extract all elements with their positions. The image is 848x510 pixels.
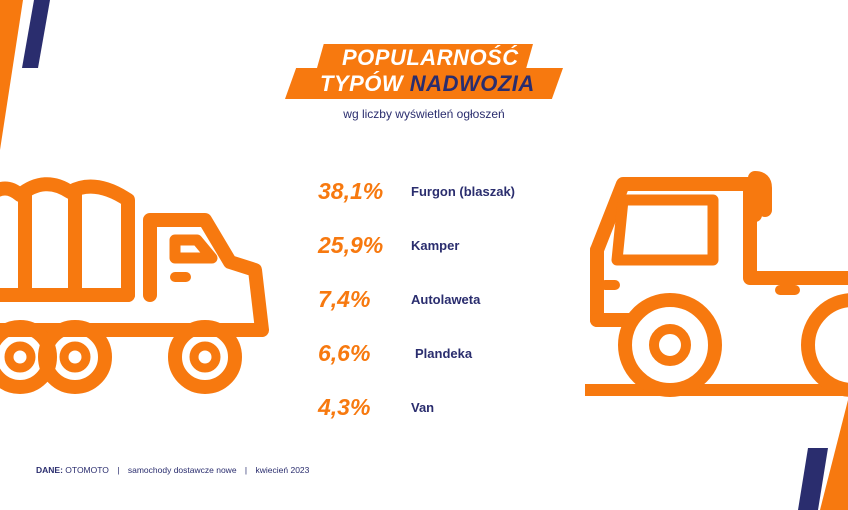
covered-truck-icon — [0, 177, 269, 394]
percentage-value: 4,3% — [318, 394, 371, 420]
corner-stripes-bottom-right — [798, 400, 848, 510]
title-word-typow: TYPÓW — [320, 71, 404, 96]
source-label: DANE: — [36, 465, 63, 475]
subtitle: wg liczby wyświetleń ogłoszeń — [343, 107, 505, 121]
body-type-label: Autolaweta — [411, 292, 481, 307]
footer-separator: | — [117, 465, 120, 475]
title-word-nadwozia: NADWOZIA — [409, 71, 535, 96]
body-type-label: Van — [411, 400, 435, 415]
corner-stripes-top-left — [0, 0, 50, 150]
title-line-2: TYPÓW NADWOZIA — [320, 71, 535, 97]
footer-segment: samochody dostawcze nowe — [127, 465, 237, 475]
percentage-value: 25,9% — [318, 232, 384, 258]
ranking-row: 4,3% Van — [318, 394, 578, 426]
footer-date: kwiecień 2023 — [255, 465, 310, 475]
title-banner-2 — [285, 68, 563, 99]
percentage-value: 38,1% — [318, 178, 384, 204]
percentage-value: 7,4% — [318, 286, 371, 312]
footer-separator: | — [244, 465, 248, 475]
body-type-label: Kamper — [411, 238, 460, 253]
percentage-value: 6,6% — [318, 340, 371, 366]
source-name: OTOMOTO — [65, 465, 109, 475]
ranking-row: 25,9% Kamper — [318, 232, 578, 264]
body-type-label: Plandeka — [415, 346, 473, 361]
body-type-label: Furgon (blaszak) — [411, 184, 516, 199]
ranking-row: 7,4% Autolaweta — [318, 286, 578, 318]
title-line-1: POPULARNOŚĆ — [342, 45, 519, 70]
pickup-truck-icon — [585, 171, 848, 397]
ranking-row: 6,6% Plandeka — [318, 340, 578, 372]
source-footer: DANE: OTOMOTO | samochody dostawcze nowe… — [36, 465, 309, 475]
ranking-row: 38,1% Furgon (blaszak) — [318, 178, 578, 210]
